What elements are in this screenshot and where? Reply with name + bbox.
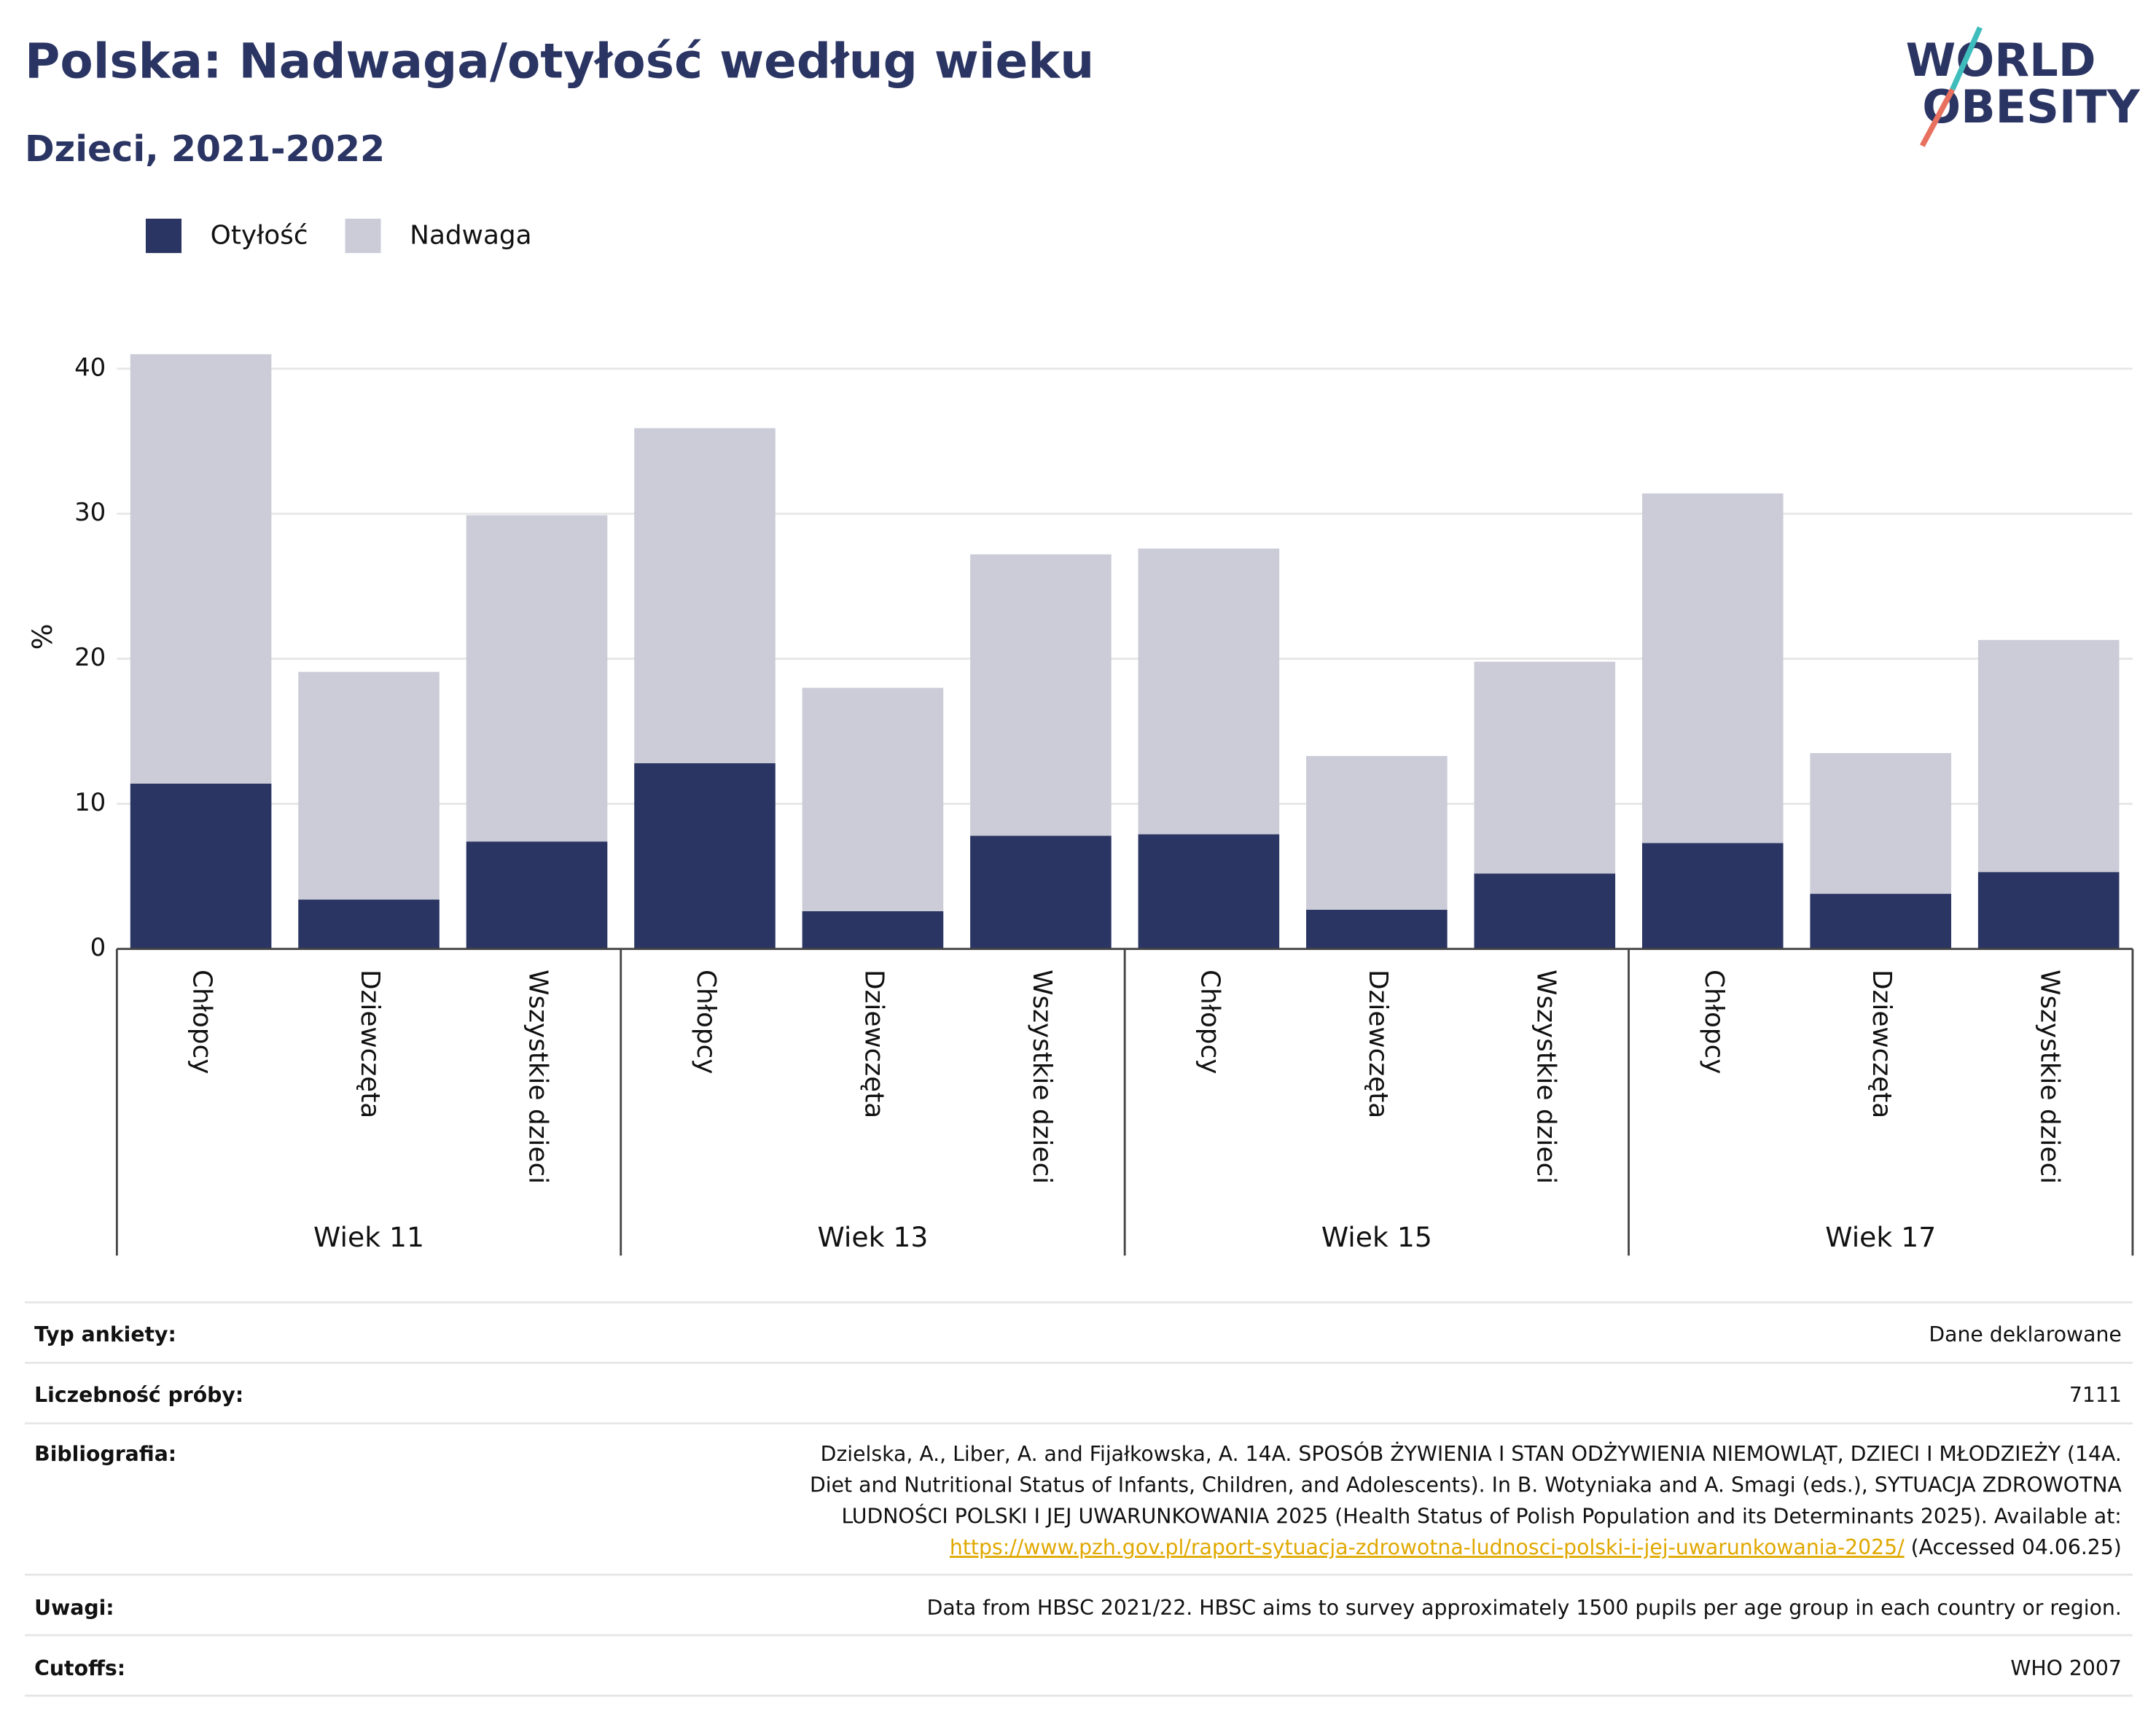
bar-segment [130,783,272,949]
table-label: Cutoffs: [34,1656,125,1680]
x-tick-label: Wszystkie dzieci [2035,970,2065,1184]
table-value: Dzielska, A., Liber, A. and Fijałkowska,… [821,1441,2122,1466]
bar-segment [1474,873,1616,949]
bar-segment [1977,639,2120,873]
x-tick-label: Wszystkie dzieci [523,970,553,1184]
bar-segment [1138,548,1280,835]
bar-segment [802,687,944,911]
bar-segment [298,671,440,900]
x-tick-label: Dziewczęta [859,970,888,1118]
x-tick-label: Dziewczęta [1363,970,1393,1118]
group-label: Wiek 13 [817,1221,928,1253]
legend-label: Otyłość [211,220,308,250]
logo-text: WORLD [1906,34,2096,87]
table-value: Dane deklarowane [1929,1322,2121,1346]
x-tick-label: Wszystkie dzieci [1531,970,1561,1184]
group-label: Wiek 17 [1825,1221,1936,1253]
bar-segment [1810,753,1952,894]
bar-segment [970,554,1112,836]
chart-subtitle: Dzieci, 2021-2022 [25,128,385,170]
logo-slash [1950,26,1983,91]
y-tick-label: 20 [74,643,106,672]
x-tick-label: Wszystkie dzieci [1027,970,1057,1184]
chart-title: Polska: Nadwaga/otyłość według wieku [25,34,1094,90]
table-value: LUDNOŚCI POLSKI I JEJ UWARUNKOWANIA 2025… [841,1504,2121,1529]
table-value: Data from HBSC 2021/22. HBSC aims to sur… [927,1596,2122,1620]
bar-segment [466,841,608,949]
bar-segment [130,354,272,784]
table-label: Uwagi: [34,1596,114,1620]
table-value: WHO 2007 [2010,1656,2121,1680]
table-value: Diet and Nutritional Status of Infants, … [810,1473,2122,1497]
x-tick-label: Dziewczęta [355,970,385,1118]
y-axis-label: % [26,624,58,650]
table-label: Typ ankiety: [34,1322,176,1346]
bar-segment [634,428,776,763]
legend-swatch [145,218,182,254]
x-tick-label: Chłopcy [1195,970,1225,1074]
x-tick-label: Chłopcy [187,970,217,1074]
bar-segment [1641,843,1784,949]
table-label: Bibliografia: [34,1442,176,1466]
bar-segment [1810,894,1952,949]
group-label: Wiek 15 [1321,1221,1432,1253]
x-tick-label: Dziewczęta [1867,970,1897,1118]
logo-slash [1919,87,1956,147]
bar-segment [634,763,776,949]
table-value: https://www.pzh.gov.pl/raport-sytuacja-z… [950,1535,2122,1559]
bar-segment [1306,909,1448,949]
bar-segment [1641,493,1784,843]
y-tick-label: 0 [90,933,106,962]
x-tick-label: Chłopcy [1699,970,1729,1074]
legend-swatch [345,218,381,254]
y-tick-label: 10 [74,788,106,817]
bar-segment [298,900,440,949]
y-tick-label: 30 [74,498,106,527]
bar-segment [802,911,944,949]
bar-segment [1306,756,1448,910]
group-label: Wiek 11 [313,1221,424,1253]
table-value: 7111 [2069,1383,2122,1407]
bar-segment [1977,872,2120,949]
y-tick-label: 40 [74,353,106,382]
logo-text: OBESITY [1922,80,2140,133]
bar-segment [466,515,608,842]
bar-segment [970,835,1112,949]
x-tick-label: Chłopcy [691,970,721,1074]
bar-segment [1138,834,1280,949]
bar-segment [1474,661,1616,874]
table-label: Liczebność próby: [34,1383,243,1407]
legend-label: Nadwaga [410,220,531,250]
link[interactable]: https://www.pzh.gov.pl/raport-sytuacja-z… [950,1535,1905,1559]
table-value: (Accessed 04.06.25) [1905,1535,2122,1559]
